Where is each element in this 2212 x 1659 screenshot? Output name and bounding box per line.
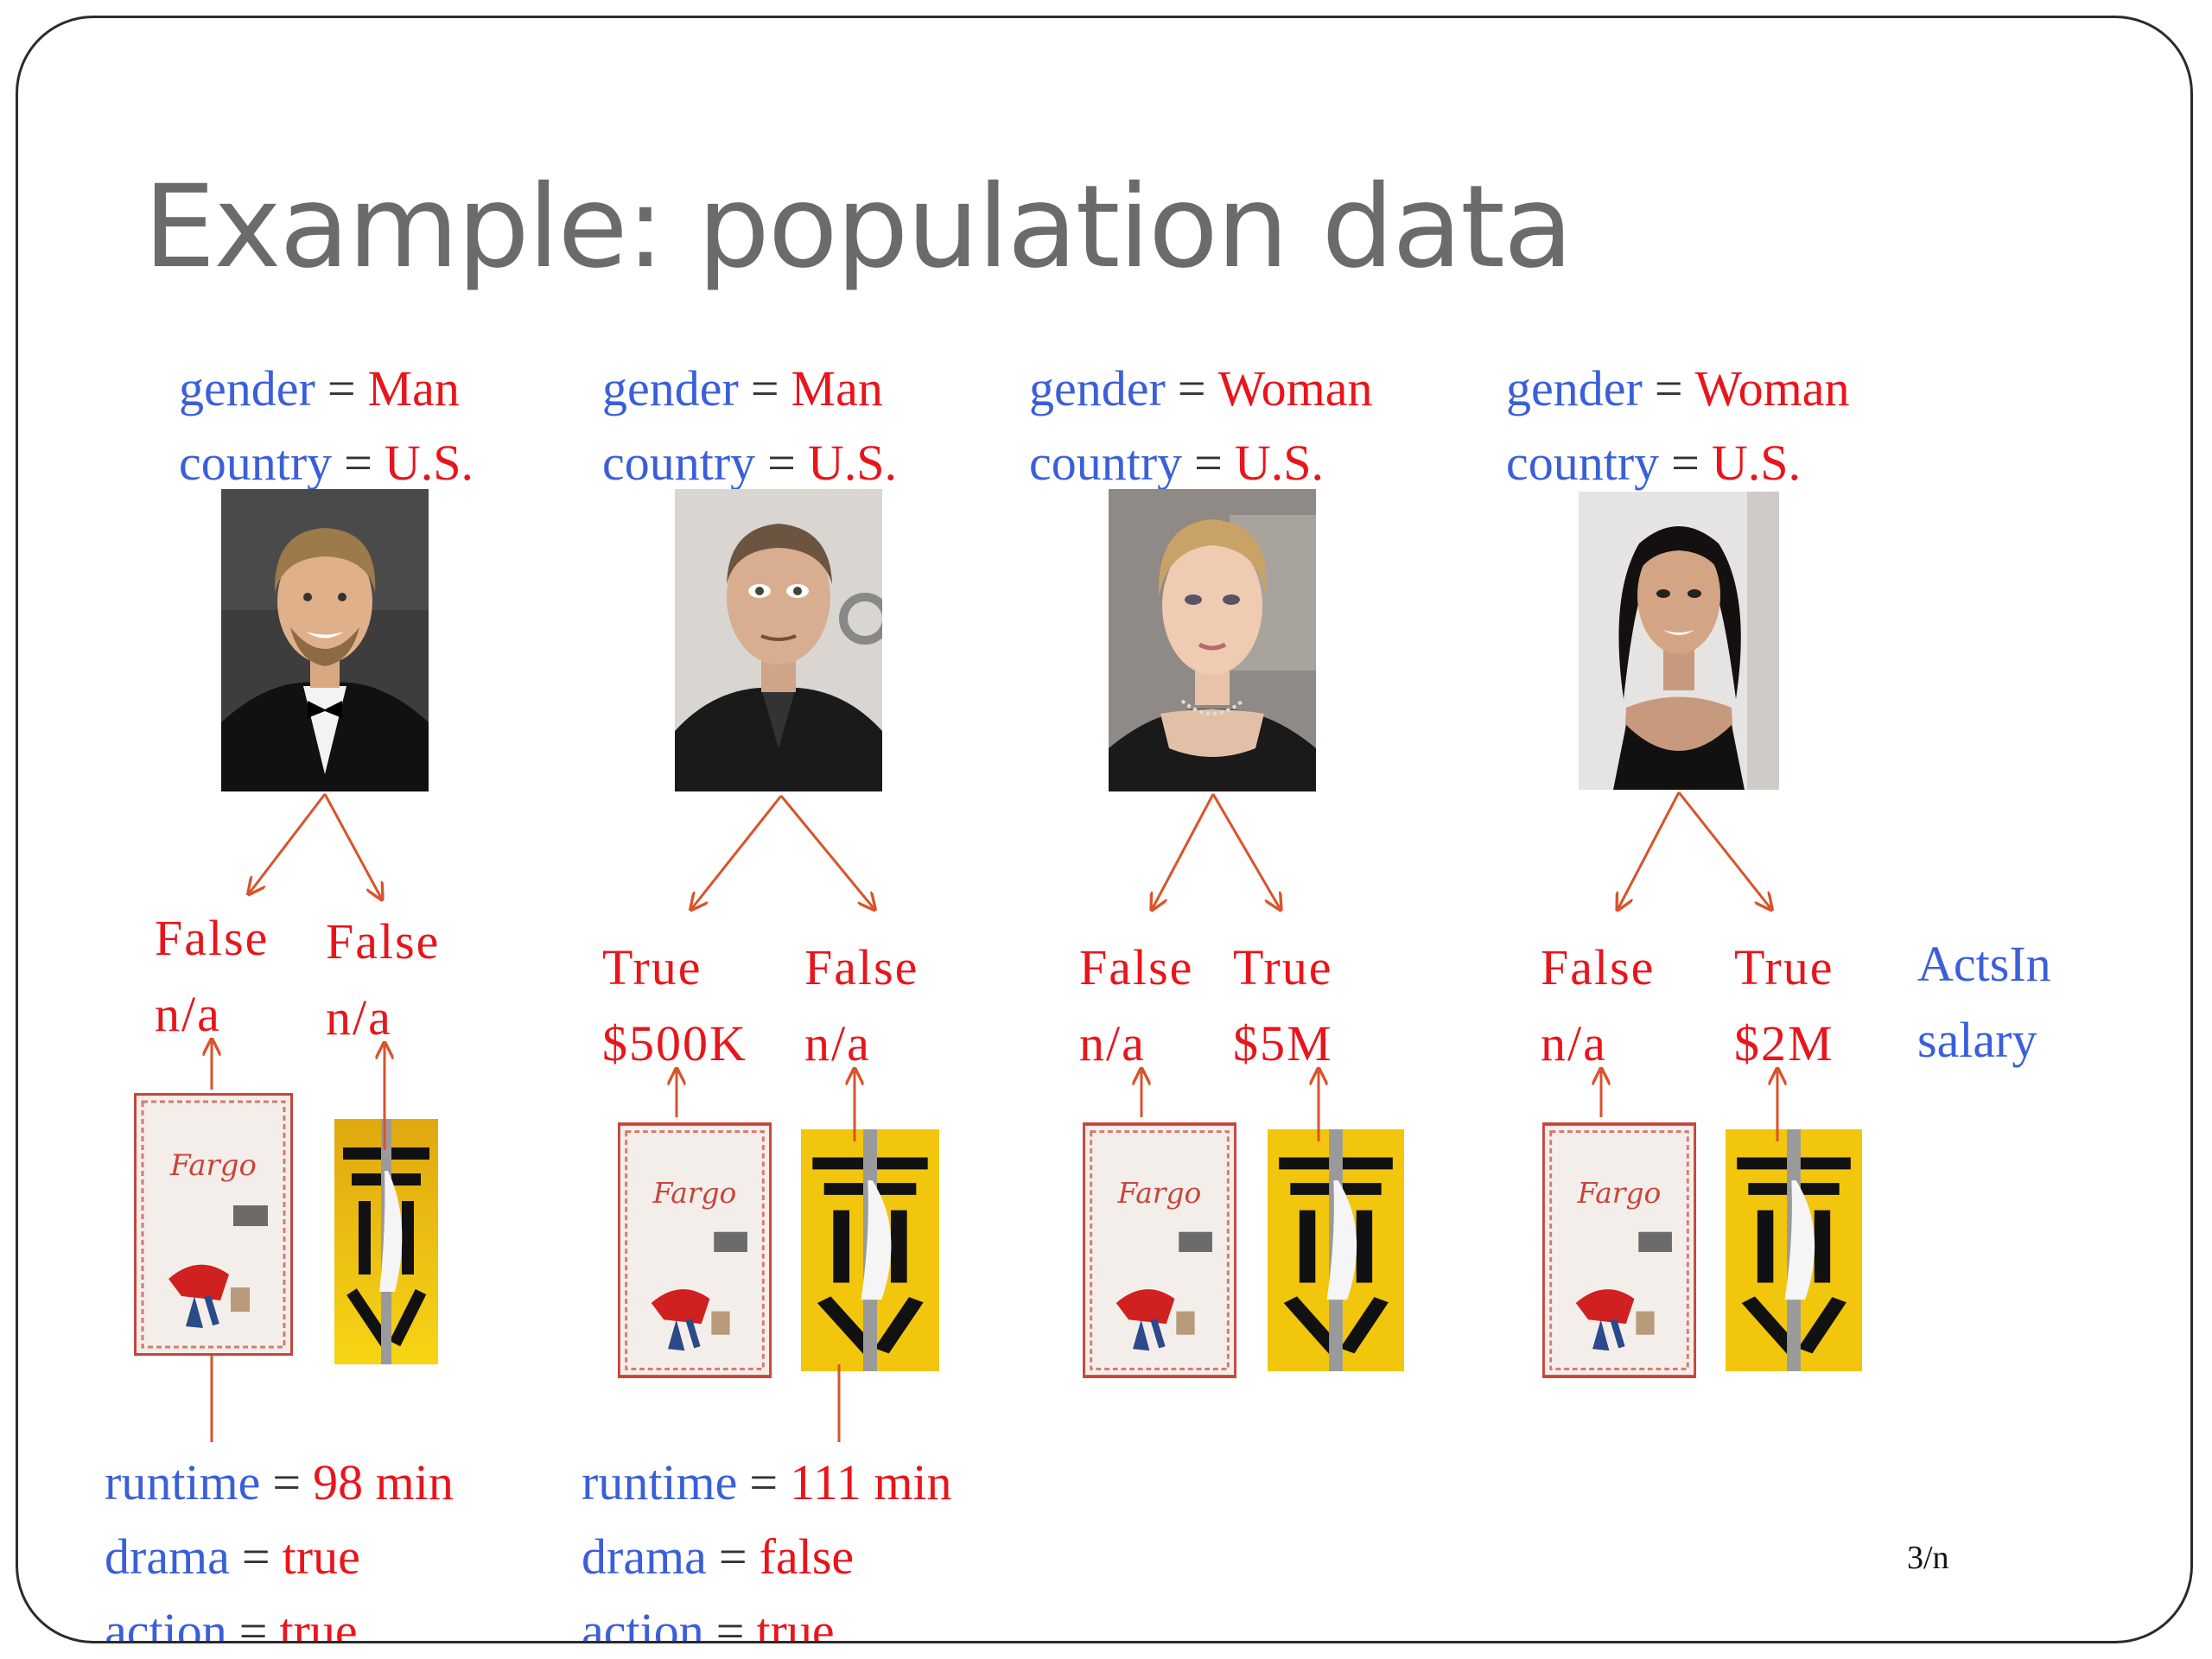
person-2-gender: gender = Man	[602, 360, 883, 416]
relationship-arrows	[18, 791, 2193, 1442]
person-3-link-2-salary: $5M	[1233, 1015, 1333, 1071]
movie-1-action: action = true	[105, 1603, 358, 1643]
person-1-gender: gender = Man	[179, 360, 460, 416]
fargo-poster: Fargo	[1083, 1122, 1236, 1379]
person-3-link-1-actsin: False	[1079, 939, 1194, 995]
arrow-person-4-a	[1618, 791, 1681, 908]
person-3-link-2-actsin: True	[1233, 939, 1333, 995]
person-4-link-1-salary: n/a	[1541, 1015, 1607, 1071]
kill-bill-poster	[1268, 1129, 1404, 1371]
movie-2-runtime: runtime = 111 min	[582, 1454, 952, 1510]
person-2-country: country = U.S.	[602, 435, 898, 491]
slide-title: Example: population data	[143, 161, 1573, 294]
man-in-black-shirt-photo	[675, 489, 882, 791]
svg-text:Fargo: Fargo	[169, 1148, 257, 1183]
arrow-person-1-b	[323, 793, 381, 898]
svg-text:Fargo: Fargo	[652, 1176, 737, 1210]
svg-text:Fargo: Fargo	[1117, 1176, 1202, 1210]
dark-haired-woman-photo	[1579, 492, 1779, 790]
arrow-person-2-a	[692, 795, 783, 908]
person-4-link-1-actsin: False	[1541, 939, 1656, 995]
fargo-poster: Fargo	[1542, 1122, 1696, 1379]
kill-bill-poster	[334, 1119, 438, 1364]
person-3-gender: gender = Woman	[1029, 360, 1373, 416]
person-2-link-2-actsin: False	[804, 939, 919, 995]
movie-2-action: action = true	[582, 1603, 835, 1643]
kill-bill-poster	[1726, 1129, 1862, 1371]
movie-1-drama: drama = true	[105, 1529, 360, 1585]
person-2-link-1-salary: $500K	[602, 1015, 747, 1071]
arrow-person-1-a	[250, 793, 327, 893]
person-1-link-1-salary: n/a	[155, 986, 221, 1042]
arrow-person-4-b	[1677, 791, 1770, 908]
person-2-link-2-salary: n/a	[804, 1015, 871, 1071]
legend-actsin: ActsIn	[1917, 936, 2051, 992]
fargo-poster: Fargo	[134, 1093, 293, 1356]
slide: Example: population data gender = Man coun…	[16, 16, 2193, 1643]
person-3-link-1-salary: n/a	[1079, 1015, 1146, 1071]
person-4-link-2-salary: $2M	[1734, 1015, 1834, 1071]
person-3-country: country = U.S.	[1029, 435, 1325, 491]
kill-bill-poster	[801, 1129, 939, 1371]
person-1-link-1-actsin: False	[155, 910, 270, 966]
arrow-person-2-b	[779, 795, 874, 908]
svg-text:Fargo: Fargo	[1577, 1176, 1662, 1210]
person-4-country: country = U.S.	[1506, 435, 1802, 491]
page-number: 3/n	[1907, 1540, 1949, 1576]
person-1-country: country = U.S.	[179, 435, 474, 491]
person-4-gender: gender = Woman	[1506, 360, 1850, 416]
blonde-woman-photo	[1109, 489, 1316, 791]
arrow-person-3-a	[1153, 793, 1215, 908]
legend-salary: salary	[1917, 1012, 2037, 1068]
person-1-link-2-actsin: False	[326, 913, 441, 969]
movie-2-drama: drama = false	[582, 1529, 855, 1585]
man-in-tuxedo-photo	[221, 489, 429, 791]
person-2-link-1-actsin: True	[602, 939, 702, 995]
movie-1-runtime: runtime = 98 min	[105, 1454, 454, 1510]
person-1-link-2-salary: n/a	[326, 989, 392, 1046]
fargo-poster: Fargo	[618, 1122, 772, 1379]
person-4-link-2-actsin: True	[1734, 939, 1834, 995]
arrow-person-3-b	[1211, 793, 1280, 908]
